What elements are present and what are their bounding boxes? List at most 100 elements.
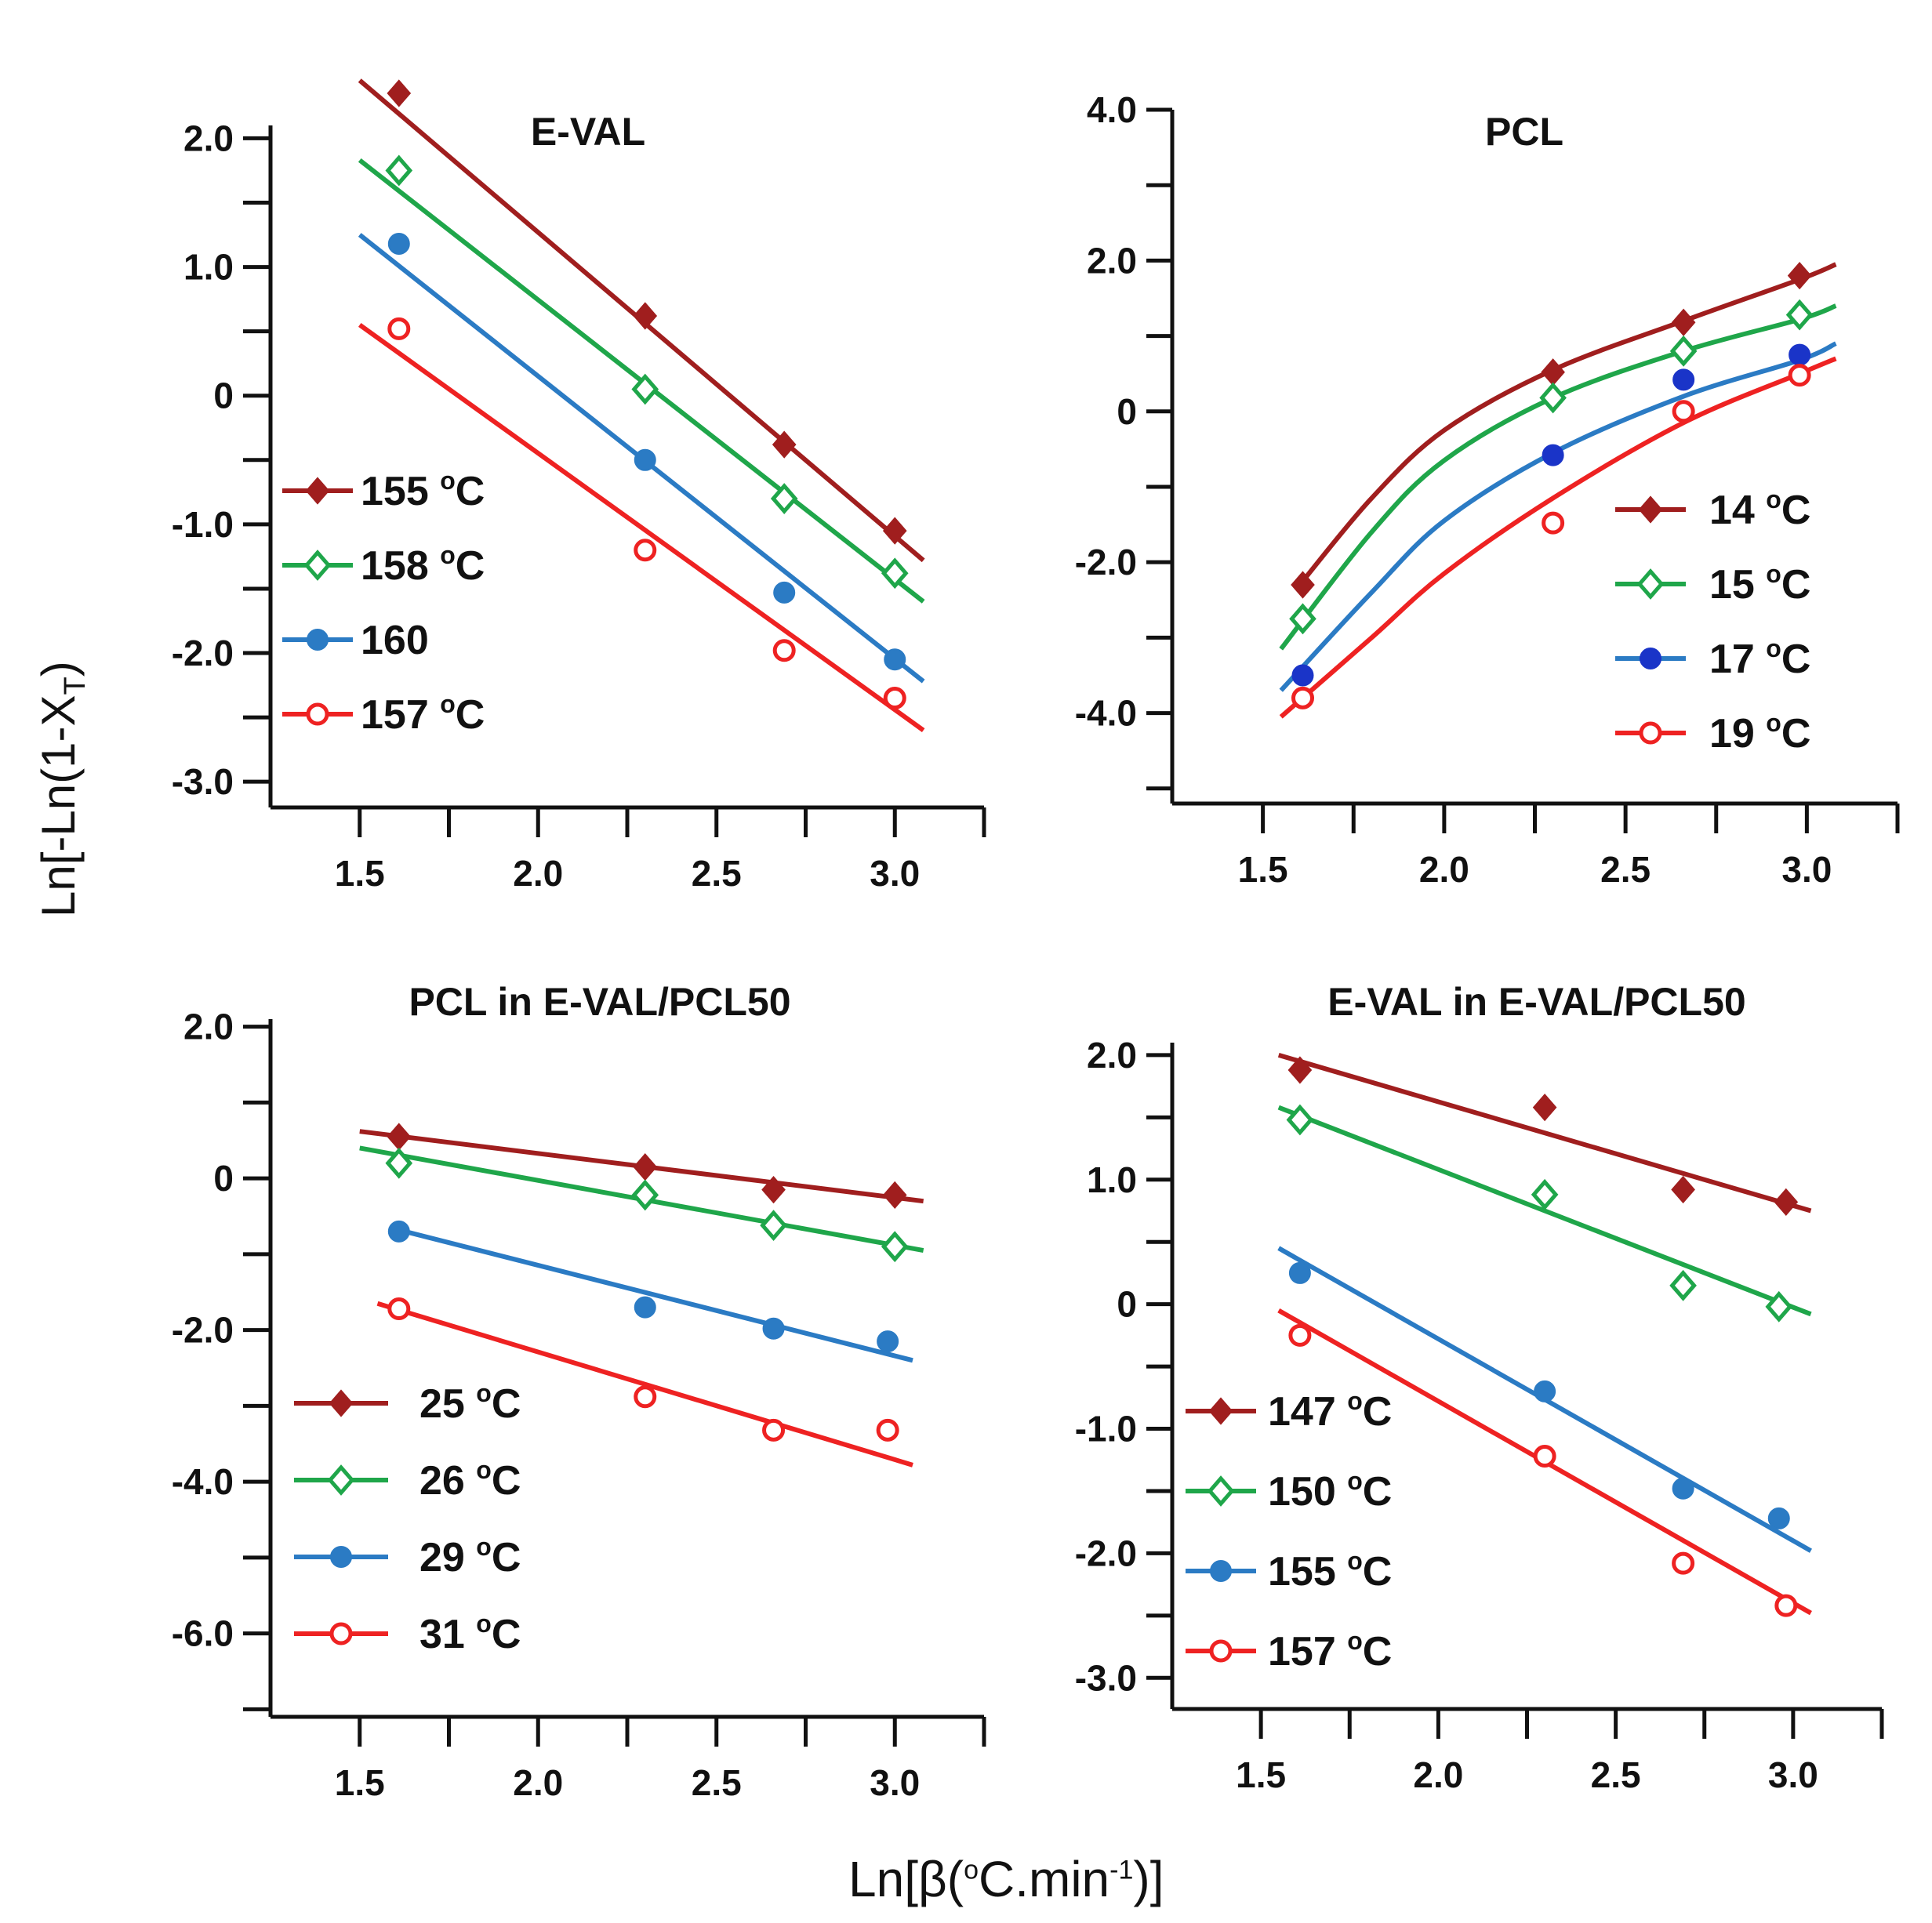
panel-title: PCL: [1485, 110, 1563, 154]
legend-marker-26: [327, 1464, 355, 1496]
legend-label-157: 157 oC: [1268, 1627, 1392, 1674]
y-tick-label: -3.0: [172, 761, 234, 802]
legend-marker-157: [1209, 1639, 1233, 1663]
y-tick-label: 2.0: [183, 1007, 234, 1047]
x-tick-label: 3.0: [870, 1762, 920, 1803]
x-tick-label: 1.5: [1238, 849, 1288, 890]
data-point-147: [1671, 1175, 1695, 1204]
data-point-25: [387, 1123, 412, 1151]
data-point-26: [631, 1179, 659, 1211]
data-point-31: [387, 1297, 411, 1321]
data-point-157: [634, 539, 657, 562]
legend-label-147: 147 oC: [1268, 1387, 1392, 1435]
x-tick-label: 2.0: [513, 853, 563, 894]
data-point-157: [772, 639, 796, 662]
y-tick-label: -2.0: [172, 1310, 234, 1351]
x-tick-label: 1.5: [1236, 1754, 1286, 1795]
data-point-155: [1288, 1261, 1311, 1284]
y-tick-label: 1.0: [1087, 1159, 1137, 1200]
x-tick-label: 2.5: [692, 853, 742, 894]
fit-line-150: [1277, 1105, 1812, 1317]
panel-e-val: 2.0 1.0 0 -1.0 -2.0 -3.0 1.5 2.0 2.5 3.0 E-VAL 155 …: [172, 78, 986, 894]
data-point-160: [884, 648, 906, 671]
data-point-19: [1291, 686, 1314, 709]
x-tick-label: 2.5: [1600, 849, 1651, 890]
data-point-147: [1774, 1188, 1799, 1216]
data-point-150: [1669, 1269, 1697, 1301]
data-point-147: [1532, 1093, 1557, 1122]
legend-label-155: 155 oC: [1268, 1547, 1392, 1595]
data-point-15: [1785, 299, 1814, 331]
data-point-157: [883, 686, 906, 709]
data-point-17: [1542, 444, 1564, 466]
legend-marker-155: [305, 477, 330, 505]
panel-title: E-VAL: [531, 110, 645, 154]
data-point-158: [881, 557, 909, 590]
legend-marker-158: [303, 550, 332, 581]
data-point-155: [772, 430, 797, 459]
x-tick-label: 1.5: [335, 853, 385, 894]
fit-line-19: [1279, 356, 1837, 719]
y-tick-label: -1.0: [1075, 1409, 1137, 1450]
data-point-31: [762, 1418, 786, 1442]
data-point-160: [387, 233, 410, 256]
data-point-155: [1534, 1380, 1556, 1402]
data-point-158: [631, 373, 659, 405]
data-point-19: [1542, 511, 1565, 535]
x-tick-label: 3.0: [1768, 1754, 1818, 1795]
data-point-157: [1533, 1444, 1556, 1468]
legend-label-160: 160: [361, 618, 429, 663]
y-tick-label: -3.0: [1075, 1657, 1137, 1698]
data-point-29: [387, 1220, 410, 1243]
legend-marker-19: [1639, 721, 1662, 745]
legend-label-19: 19 oC: [1709, 709, 1810, 757]
data-point-155: [1767, 1507, 1790, 1529]
x-tick-label: 3.0: [1781, 849, 1832, 890]
data-point-19: [1672, 400, 1695, 423]
legend-label-150: 150 oC: [1268, 1467, 1392, 1515]
y-tick-label: -2.0: [1075, 542, 1137, 582]
y-tick-label: 1.0: [183, 247, 234, 288]
fit-line-157: [358, 322, 925, 732]
y-axis-label: Ln[-Ln(1-XT): [32, 661, 92, 917]
data-point-157: [387, 317, 411, 340]
data-point-31: [634, 1385, 657, 1409]
data-point-157: [1288, 1323, 1312, 1347]
legend-marker-160: [307, 629, 329, 651]
y-tick-label: -1.0: [172, 504, 234, 545]
y-tick-label: -2.0: [1075, 1533, 1137, 1573]
data-point-155: [633, 302, 658, 330]
data-point-29: [762, 1317, 785, 1340]
data-point-15: [1539, 382, 1567, 414]
data-point-158: [385, 154, 413, 187]
data-point-14: [1787, 262, 1812, 290]
data-point-25: [761, 1176, 786, 1204]
legend-label-15: 15 oC: [1709, 560, 1810, 608]
y-tick-label: 0: [1117, 391, 1137, 432]
legend-label-26: 26 oC: [419, 1456, 521, 1504]
legend-label-25: 25 oC: [419, 1379, 521, 1427]
legend-marker-14: [1638, 495, 1663, 524]
legend-label-29: 29 oC: [419, 1533, 521, 1580]
x-axis-label: Ln[β(oC.min-1)]: [848, 1851, 1164, 1907]
legend-marker-29: [330, 1546, 352, 1568]
data-point-155: [387, 79, 412, 107]
data-point-160: [773, 581, 796, 604]
data-point-155: [882, 517, 907, 545]
fit-line-147: [1277, 1053, 1812, 1214]
data-point-29: [634, 1296, 656, 1319]
legend-label-157: 157 oC: [361, 690, 485, 738]
data-point-160: [634, 448, 656, 471]
data-point-14: [1541, 358, 1565, 386]
legend-label-31: 31 oC: [419, 1609, 521, 1657]
panel-pcl: 4.0 2.0 0 -2.0 -4.0 1.5 2.0 2.5 3.0 PCL 14 oC 15 oC…: [1075, 89, 1900, 890]
legend-marker-147: [1208, 1397, 1233, 1425]
data-point-31: [876, 1418, 899, 1442]
legend-marker-31: [329, 1622, 353, 1645]
fit-line-14: [1301, 262, 1837, 583]
data-point-29: [877, 1330, 899, 1353]
x-tick-label: 2.0: [513, 1762, 563, 1803]
legend-label-17: 17 oC: [1709, 634, 1810, 682]
panel-pcl-in-blend: 2.0 0 -2.0 -4.0 -6.0 1.5 2.0 2.5 3.0 PCL in E-VAL…: [172, 980, 986, 1803]
data-point-157: [1774, 1594, 1798, 1617]
